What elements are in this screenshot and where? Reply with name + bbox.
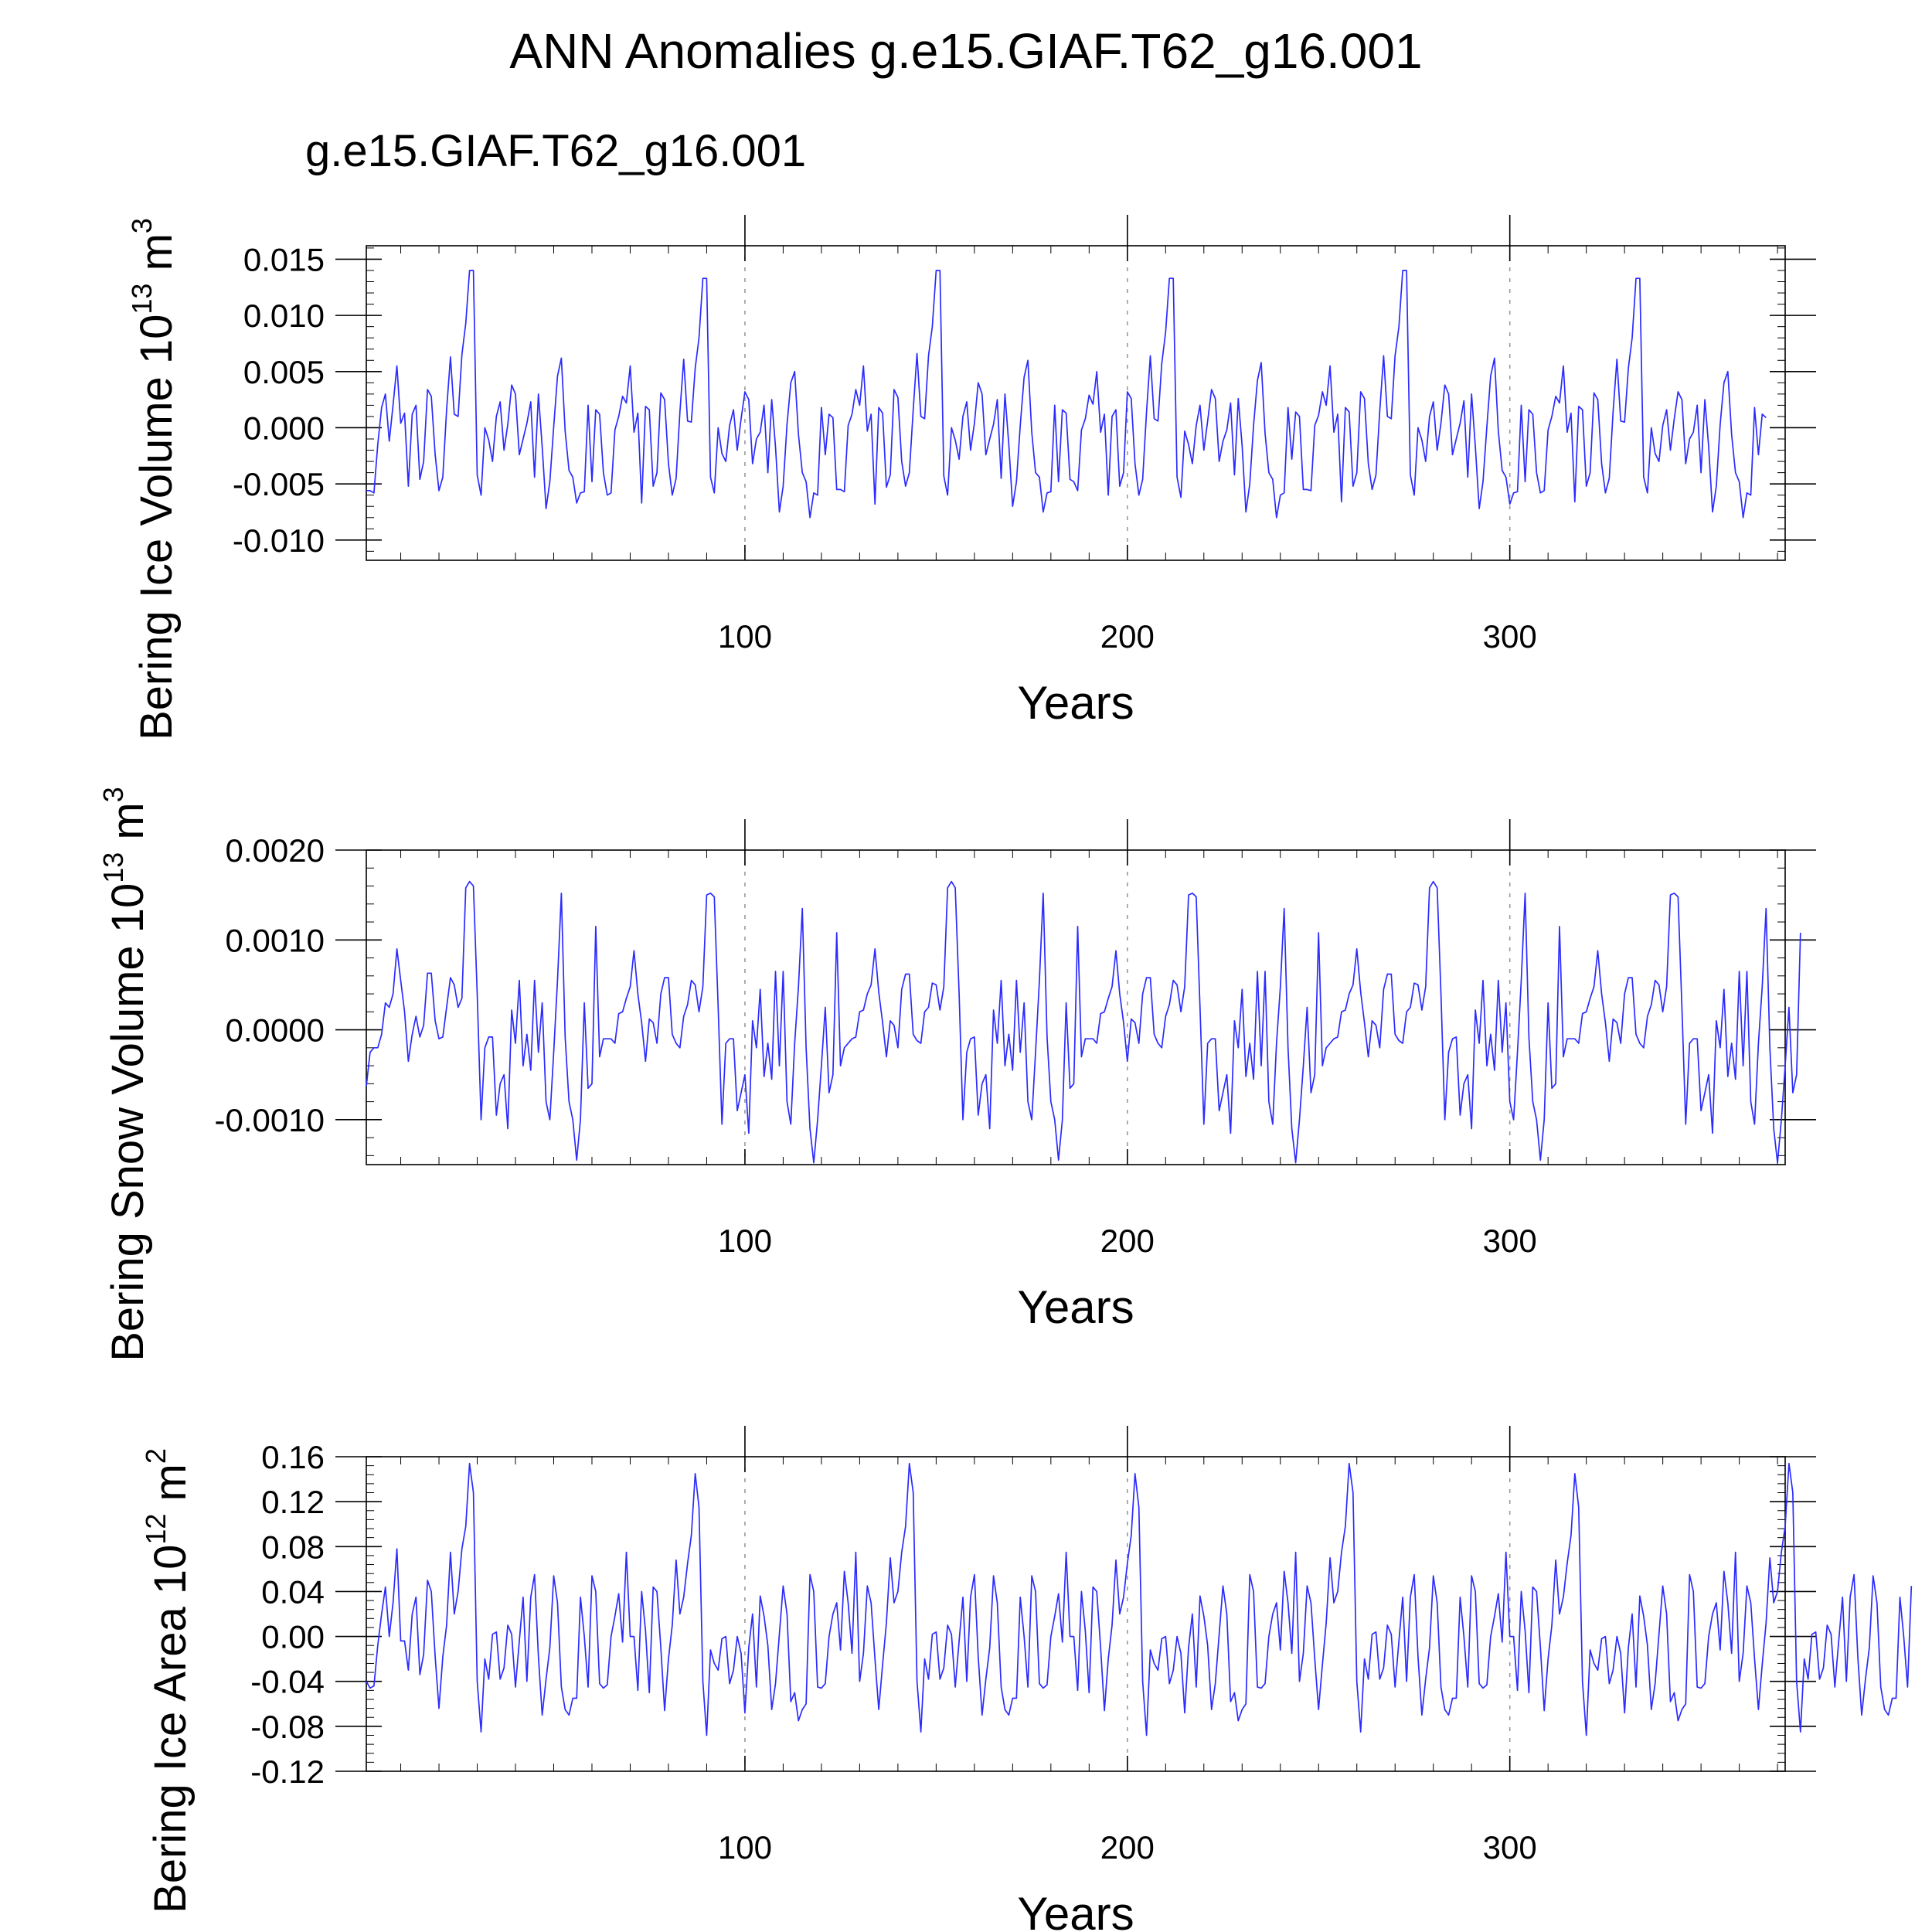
panel-3: 0.16 0.12 0.08 0.04 0.00 -0.04 -0.08 -0.12 100 20… [140,1426,1913,1932]
x-tick-label: 100 [718,1829,772,1866]
y-tick-label: 0.12 [261,1484,325,1520]
panel-2: 0.0020 0.0010 0.0000 -0.0010 100 200 300 Years B… [97,787,1816,1362]
plot-frame [366,245,1786,561]
y-tick-label: 0.08 [261,1529,325,1565]
x-tick-label: 200 [1100,1829,1155,1866]
y-tick-label: 0.010 [243,298,325,334]
x-tick-label: 200 [1100,1223,1155,1259]
y-tick-label: -0.010 [233,522,325,559]
chart-title: ANN Anomalies g.e15.GIAF.T62_g16.001 [509,23,1422,79]
y-tick-label: 0.005 [243,354,325,390]
y-tick-label: 0.015 [243,241,325,277]
y-axis-title: Bering Ice Area 1012 m2 [140,1448,196,1913]
x-tick-label: 300 [1483,1829,1537,1866]
y-tick-label: -0.0010 [215,1102,325,1138]
y-tick-label: 0.0020 [226,832,325,869]
y-tick-label: -0.12 [250,1753,325,1790]
y-tick-label: 0.000 [243,410,325,446]
plot-frame [366,1456,1786,1772]
y-tick-label: 0.0000 [226,1012,325,1049]
y-axis-title: Bering Ice Volume 1013 m3 [126,218,182,740]
x-tick-label: 100 [718,618,772,655]
series-line [366,270,1767,519]
x-tick-label: 100 [718,1223,772,1259]
y-tick-label: -0.04 [250,1664,325,1700]
series-line [366,1462,1913,1736]
x-axis-title: Years [1017,1888,1134,1932]
x-tick-label: 200 [1100,618,1155,655]
y-tick-label: 0.04 [261,1573,325,1610]
y-axis-title: Bering Snow Volume 1013 m3 [97,787,153,1362]
x-tick-label: 300 [1483,618,1537,655]
y-tick-label: 0.00 [261,1619,325,1655]
series-line [366,880,1801,1164]
x-axis-title: Years [1017,1281,1134,1333]
x-tick-label: 300 [1483,1223,1537,1259]
chart-panels: 0.015 0.010 0.005 0.000 -0.005 -0.010 100 200 30… [97,215,1913,1932]
panel-1: 0.015 0.010 0.005 0.000 -0.005 -0.010 100 200 30… [126,215,1816,740]
plot-frame [366,849,1786,1165]
case-label: g.e15.GIAF.T62_g16.001 [305,126,806,176]
y-tick-label: -0.005 [233,466,325,502]
y-tick-label: 0.16 [261,1439,325,1475]
y-tick-label: 0.0010 [226,922,325,958]
y-tick-label: -0.08 [250,1709,325,1745]
x-axis-title: Years [1017,677,1134,729]
